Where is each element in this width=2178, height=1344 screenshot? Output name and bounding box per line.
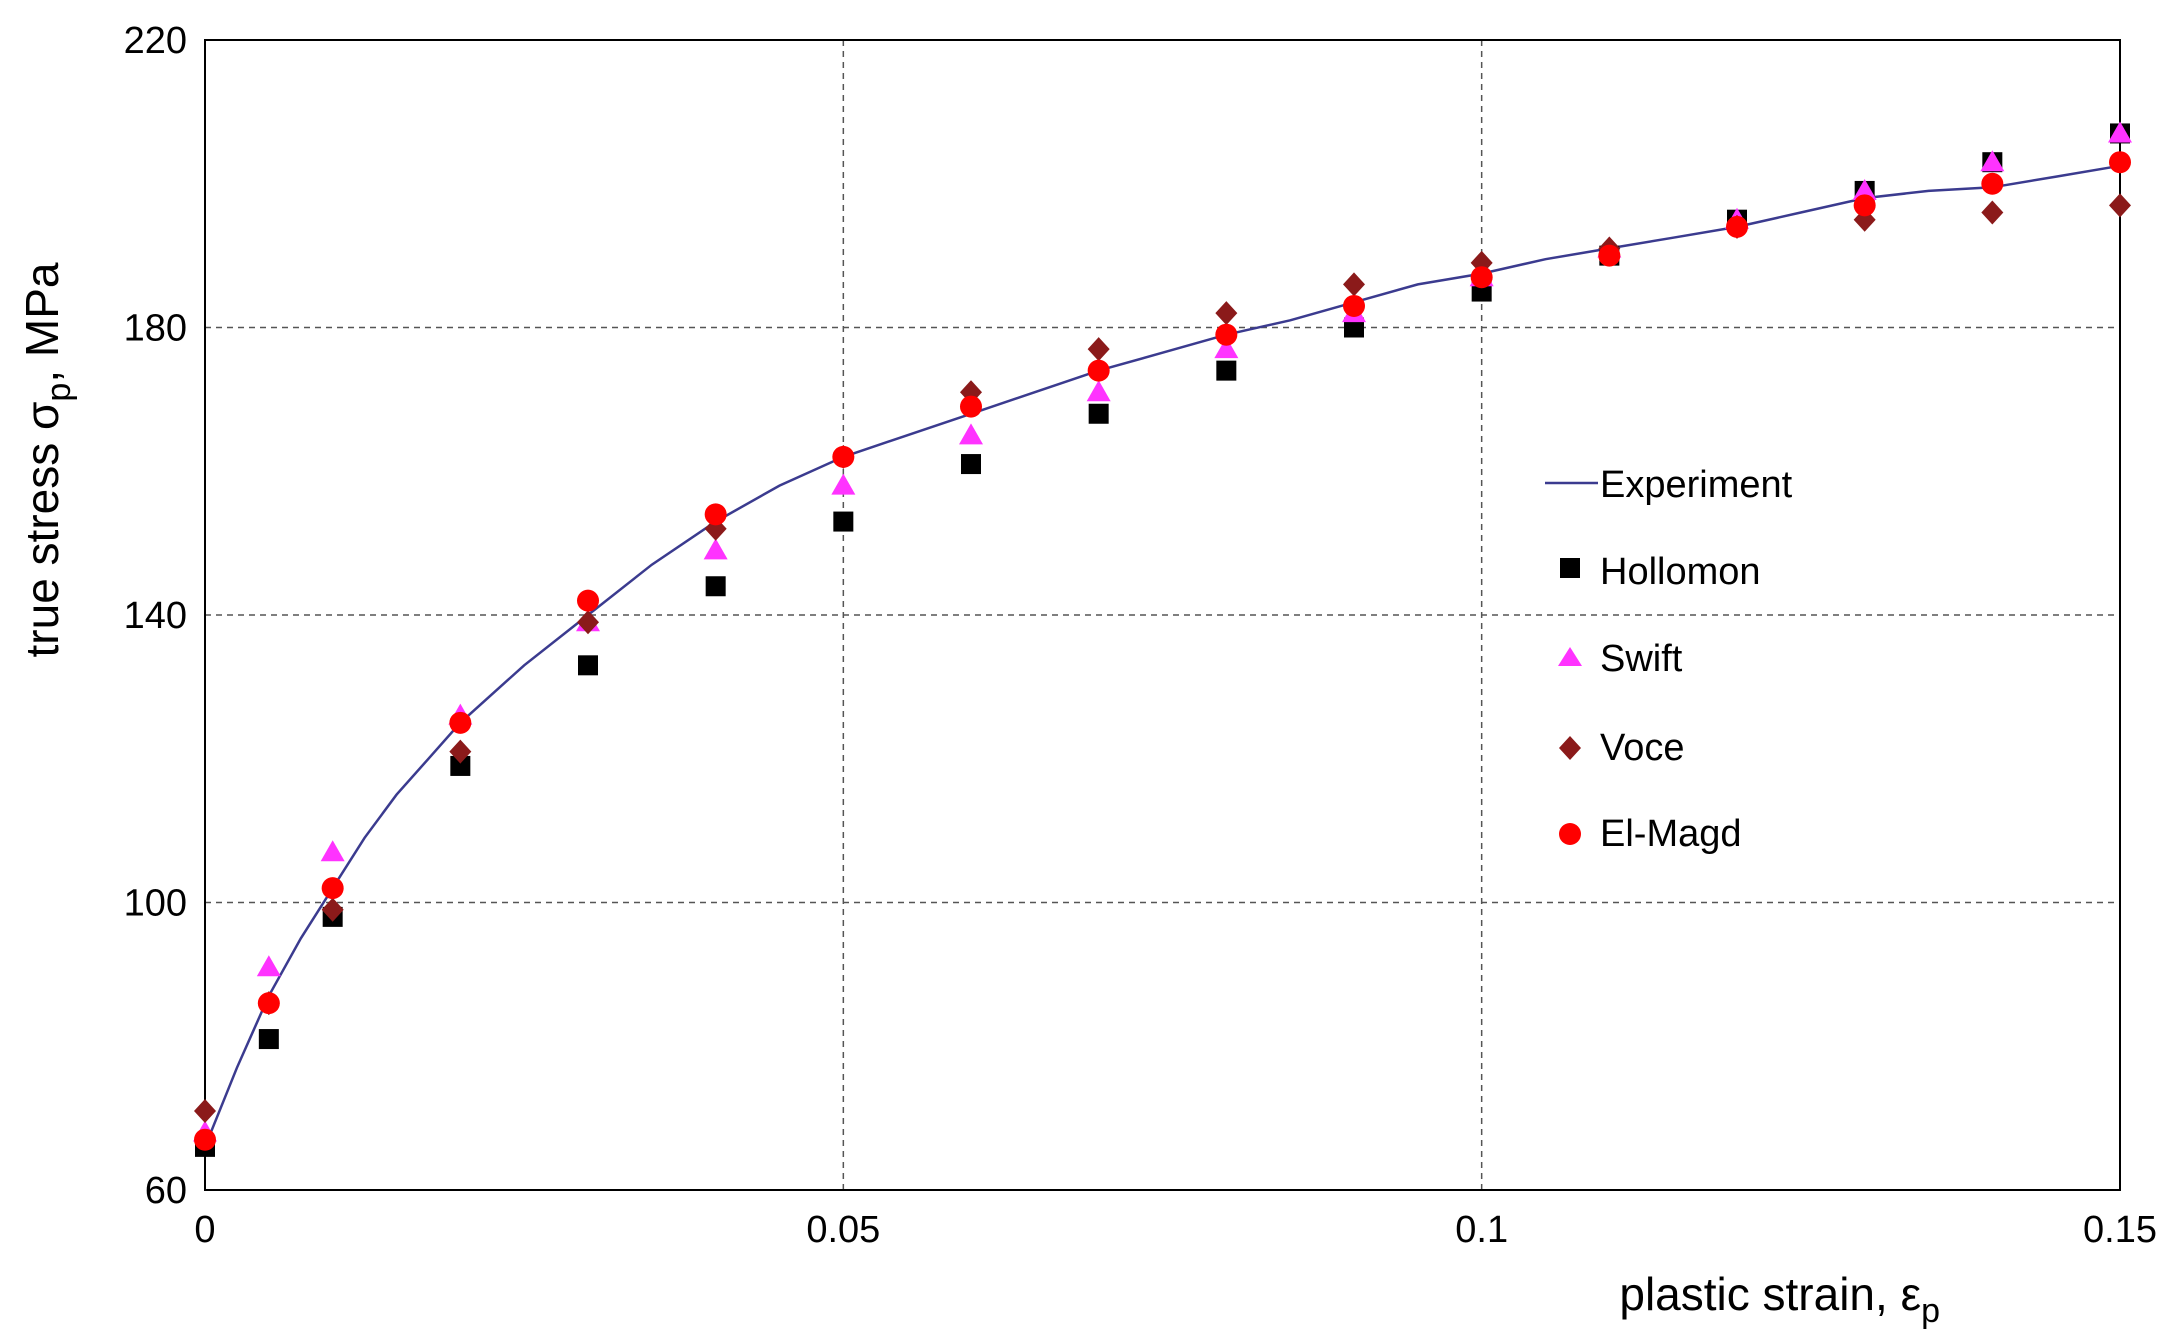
x-tick-label: 0 — [194, 1209, 215, 1251]
el-magd-point — [1853, 194, 1876, 217]
swift-point — [959, 423, 983, 445]
el-magd-point — [704, 503, 727, 526]
series-experiment — [203, 164, 2121, 1148]
voce-point — [1087, 337, 1110, 362]
hollomon-point — [961, 454, 981, 475]
swift-point — [703, 538, 728, 560]
legend: Experiment Hollomon Swift Voce El-Magd — [1545, 464, 1793, 855]
grid-lines — [205, 40, 2120, 1190]
plot-frame — [204, 39, 2121, 1191]
legend-voce-marker — [1559, 736, 1581, 760]
y-tick-label: 140 — [124, 595, 187, 637]
el-magd-point — [1598, 244, 1621, 267]
series-hollomon — [195, 123, 2130, 1157]
voce-point — [194, 1098, 216, 1123]
swift-point — [831, 473, 856, 495]
voce-point — [1981, 200, 2004, 225]
el-magd-point — [1981, 172, 2004, 195]
el-magd-point — [1215, 323, 1238, 346]
legend-swift-marker — [1558, 647, 1582, 666]
x-tick-label: 0.1 — [1455, 1209, 1508, 1251]
swift-point — [1086, 380, 1111, 402]
swift-point — [1214, 337, 1239, 359]
y-tick-label: 220 — [124, 20, 187, 62]
swift-point — [1852, 178, 1877, 200]
el-magd-point — [1087, 359, 1110, 382]
swift-point — [1980, 150, 2005, 172]
el-magd-point — [960, 395, 982, 418]
swift-point — [2108, 121, 2132, 143]
series-voce — [194, 193, 2131, 1123]
legend-hollomon-marker — [1560, 558, 1580, 578]
series-el-magd — [194, 151, 2131, 1151]
swift-point — [256, 955, 281, 977]
hollomon-point — [578, 655, 598, 676]
y-tick-label: 180 — [124, 308, 187, 350]
el-magd-point — [1343, 294, 1365, 317]
legend-el-magd-marker — [1559, 823, 1581, 845]
legend-el-magd-label: El-Magd — [1600, 813, 1742, 855]
voce-point — [577, 610, 599, 635]
x-tick-label: 0.05 — [806, 1209, 880, 1251]
el-magd-point — [257, 992, 280, 1015]
legend-experiment-label: Experiment — [1600, 464, 1793, 506]
x-tick-label: 0.15 — [2083, 1209, 2157, 1251]
voce-point — [2109, 193, 2131, 218]
y-tick-label: 100 — [124, 883, 187, 925]
el-magd-point — [1470, 266, 1493, 289]
el-magd-point — [321, 877, 344, 900]
el-magd-point — [449, 711, 472, 734]
x-axis-ticks: 0 0.05 0.1 0.15 — [194, 1209, 2157, 1251]
legend-swift-label: Swift — [1600, 638, 1683, 680]
el-magd-point — [194, 1128, 216, 1151]
el-magd-point — [1726, 215, 1748, 238]
swift-point — [320, 840, 345, 862]
legend-hollomon-label: Hollomon — [1600, 551, 1761, 593]
y-axis-title: true stress σp, MPa — [16, 262, 78, 657]
voce-point — [1343, 272, 1365, 297]
hollomon-point — [1344, 317, 1364, 338]
el-magd-point — [577, 589, 599, 612]
hollomon-point — [705, 576, 726, 597]
hollomon-point — [1088, 403, 1109, 424]
experiment-curve — [203, 164, 2121, 1148]
el-magd-point — [2109, 151, 2131, 174]
series-swift — [193, 121, 2132, 1142]
hollomon-point — [833, 511, 854, 532]
el-magd-point — [832, 445, 855, 468]
legend-voce-label: Voce — [1600, 727, 1685, 769]
hollomon-point — [258, 1029, 279, 1050]
data-series — [193, 121, 2132, 1157]
y-axis-ticks: 60 100 140 180 220 — [124, 20, 187, 1212]
x-axis-title: plastic strain, εp — [1619, 1268, 1940, 1330]
voce-point — [449, 739, 472, 764]
hollomon-point — [450, 755, 471, 776]
hollomon-point — [1216, 360, 1237, 381]
y-tick-label: 60 — [145, 1170, 187, 1212]
voce-point — [321, 897, 344, 922]
voce-point — [1215, 301, 1238, 326]
